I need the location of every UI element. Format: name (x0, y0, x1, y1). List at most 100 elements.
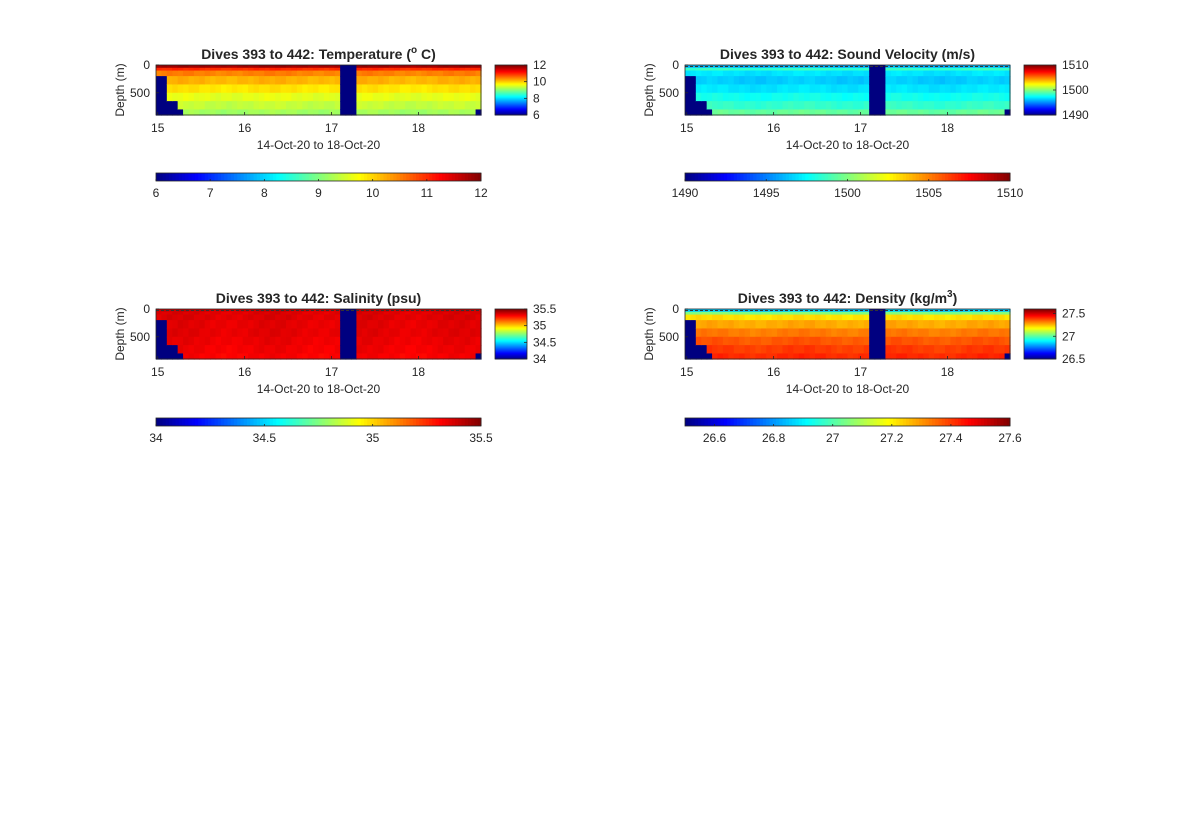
colorbar-segment (495, 79, 527, 81)
heatmap-cell (695, 314, 702, 321)
heatmap-cell (760, 320, 767, 330)
heatmap-cell (334, 345, 341, 355)
heatmap-cell (793, 353, 800, 360)
heatmap-cell (706, 109, 713, 116)
colorbar-tick-label: 10 (366, 186, 380, 200)
heatmap-cell (334, 328, 341, 338)
heatmap-cell (448, 353, 455, 360)
heatmap-cell (464, 67, 471, 72)
heatmap-cell (475, 65, 482, 69)
heatmap-cell (706, 353, 713, 360)
colorbar-segment (1024, 93, 1056, 95)
heatmap-cell (237, 70, 244, 77)
heatmap-cell (847, 109, 854, 116)
heatmap-cell (183, 353, 190, 360)
heatmap-cell (825, 353, 832, 360)
heatmap-cell (874, 76, 881, 86)
heatmap-cell (907, 314, 914, 321)
heatmap-cell (156, 320, 163, 330)
colorbar-segment (396, 418, 401, 426)
heatmap-cell (372, 76, 379, 86)
heatmap-cell (977, 328, 984, 338)
heatmap-cell (193, 92, 200, 102)
colorbar-segment (863, 418, 868, 426)
heatmap-cell (177, 65, 184, 69)
heatmap-cell (917, 345, 924, 355)
heatmap-cell (739, 311, 746, 316)
heatmap-cell (161, 311, 168, 316)
heatmap-cell (161, 345, 168, 355)
heatmap-cell (950, 101, 957, 111)
colorbar-segment (896, 418, 900, 426)
heatmap-cell (340, 101, 347, 111)
colorbar-segment (188, 173, 193, 181)
heatmap-cell (475, 311, 482, 316)
heatmap-cell (383, 311, 390, 316)
heatmap-cell (280, 109, 287, 116)
colorbar-segment (1024, 96, 1056, 98)
heatmap-cell (172, 309, 179, 313)
colorbar-segment (1024, 108, 1056, 110)
heatmap-cell (733, 84, 740, 94)
heatmap-cell (712, 67, 719, 72)
colorbar-tick-label: 8 (533, 91, 540, 105)
heatmap-cell (885, 65, 892, 69)
heatmap-cell (928, 353, 935, 360)
heatmap-cell (258, 320, 265, 330)
colorbar-segment (471, 418, 475, 426)
colorbar-segment (1024, 106, 1056, 108)
colorbar-segment (208, 173, 212, 181)
axes-frame (684, 64, 1011, 116)
colorbar-segment (399, 418, 404, 426)
heatmap-cell (443, 353, 450, 360)
heatmap-cell (172, 328, 179, 338)
heatmap-cell (690, 311, 697, 316)
colorbar-segment (458, 173, 462, 181)
heatmap-cell (215, 67, 222, 72)
colorbar-segment (1024, 87, 1056, 89)
heatmap-cell (966, 84, 973, 94)
heatmap-cell (296, 320, 303, 330)
horizontal-colorbar: 6 7 8 9 10 11 12 (153, 172, 488, 200)
colorbar-segment (1024, 311, 1056, 313)
heatmap-cell (410, 314, 417, 321)
heatmap-cell (744, 84, 751, 94)
colorbar-segment (178, 418, 183, 426)
heatmap-cell (890, 76, 897, 86)
heatmap-cell (405, 65, 412, 69)
colorbar-segment (945, 418, 949, 426)
heatmap-cell (842, 76, 849, 86)
colorbar-segment (495, 325, 527, 327)
colorbar-segment (495, 93, 527, 95)
colorbar-segment (1024, 356, 1056, 358)
heatmap-cell (798, 67, 805, 72)
heatmap-cell (226, 320, 233, 330)
heatmap-cell (356, 67, 363, 72)
colorbar-segment (495, 330, 527, 332)
colorbar-segment (198, 418, 202, 426)
heatmap-cell (280, 328, 287, 338)
colorbar-segment (208, 418, 212, 426)
heatmap-cell (248, 65, 255, 69)
heatmap-cell (161, 309, 168, 313)
colorbar-segment (495, 96, 527, 98)
heatmap-cell (907, 353, 914, 360)
heatmap-cell (766, 70, 773, 77)
heatmap-cell (388, 67, 395, 72)
heatmap-cell (378, 345, 385, 355)
heatmap-cell (917, 76, 924, 86)
heatmap-cell (334, 84, 341, 94)
heatmap-cell (470, 101, 477, 111)
heatmap-cell (237, 314, 244, 321)
heatmap-cell (712, 311, 719, 316)
heatmap-cell (993, 328, 1000, 338)
heatmap-cell (215, 320, 222, 330)
colorbar-segment (185, 418, 189, 426)
colorbar-segment (230, 173, 235, 181)
heatmap-cell (815, 67, 822, 72)
heatmap-cell (361, 311, 368, 316)
heatmap-cell (296, 336, 303, 346)
heatmap-cell (242, 109, 249, 116)
heatmap-cell (367, 309, 374, 313)
colorbar-segment (828, 173, 832, 181)
